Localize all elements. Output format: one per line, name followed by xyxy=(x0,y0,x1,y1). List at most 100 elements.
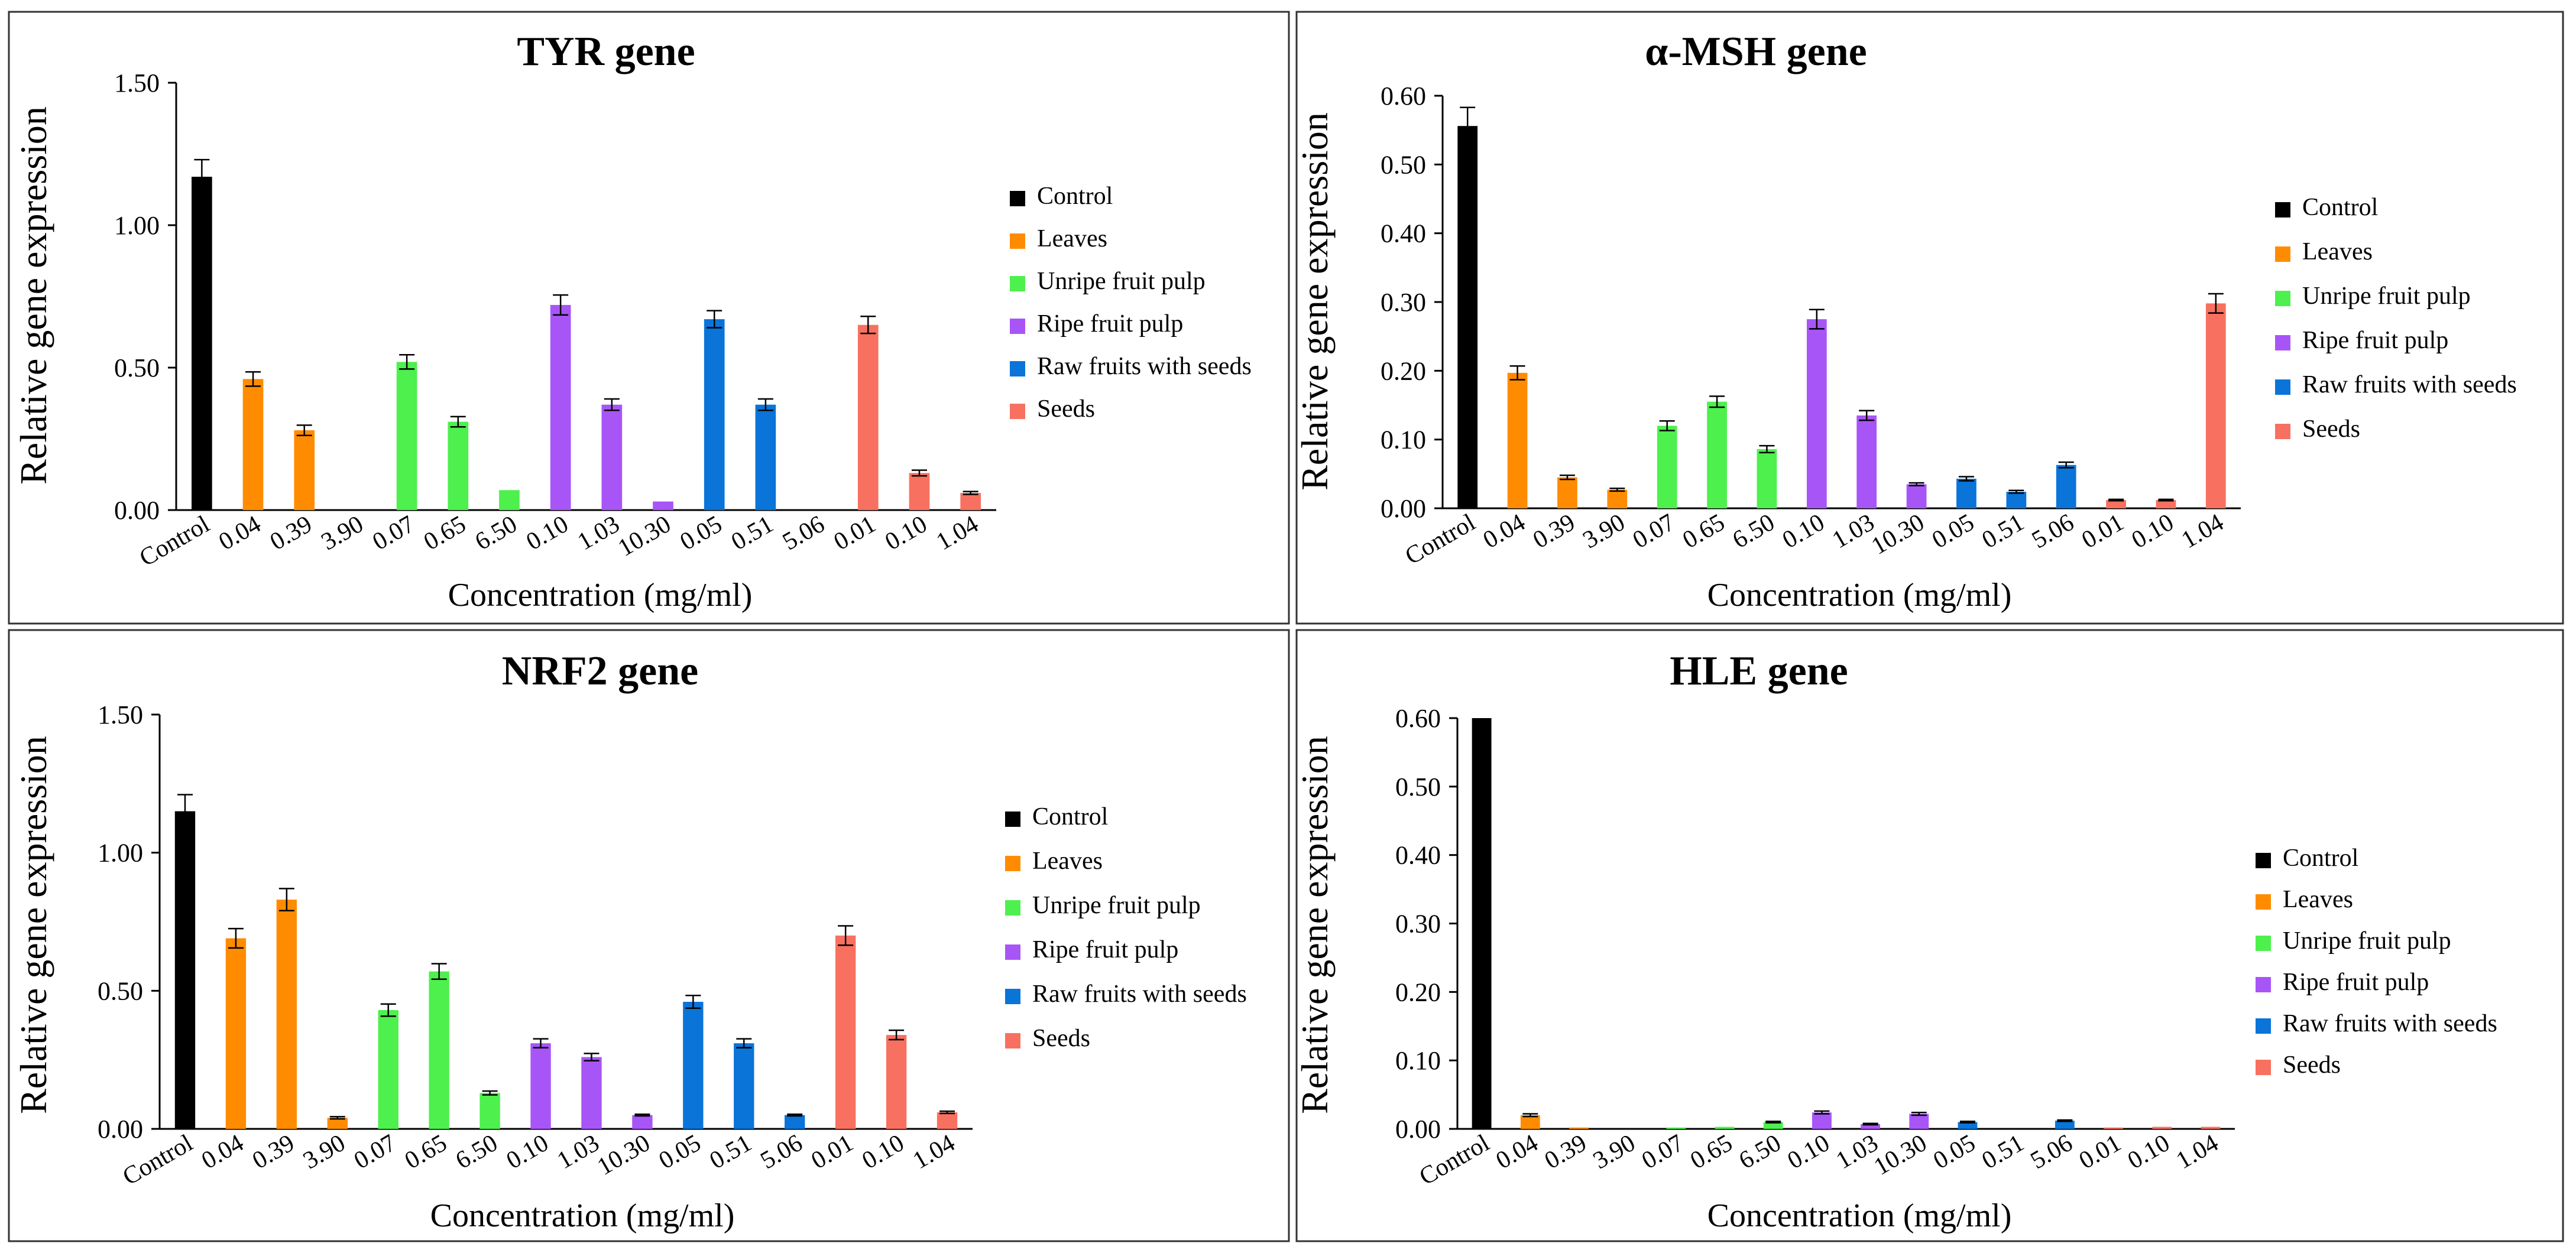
error-bar xyxy=(177,794,193,829)
x-tick-label: 0.10 xyxy=(1778,509,1829,554)
legend-label: Raw fruits with seeds xyxy=(1037,353,1252,380)
chart-panel-4: HLE gene 0.00 0.10 0.20 0.30 0.40 0.50 0.60 Cont… xyxy=(1294,629,2564,1242)
x-tick-label: 0.51 xyxy=(1978,1129,2029,1175)
error-bar xyxy=(2208,293,2224,314)
bar-0.39 xyxy=(276,900,297,1129)
bar-0.65 xyxy=(448,421,469,510)
x-axis-label: Concentration (mg/ml) xyxy=(448,577,753,613)
bar-1.03 xyxy=(581,1057,602,1129)
x-tick-label: 1.03 xyxy=(553,1129,604,1175)
error-bar xyxy=(757,398,773,411)
bar-0.10 xyxy=(2156,500,2176,508)
legend-swatch xyxy=(2256,977,2271,992)
error-bar xyxy=(228,927,244,949)
x-tick-label: 0.07 xyxy=(349,1129,401,1175)
x-tick-label: 3.90 xyxy=(317,511,368,556)
error-bar xyxy=(634,1113,650,1117)
bar-0.07 xyxy=(378,1010,398,1129)
error-bar xyxy=(1759,444,1775,454)
legend-label: Ripe fruit pulp xyxy=(2302,327,2448,354)
error-bar xyxy=(380,1003,396,1017)
x-tick-label: 0.07 xyxy=(1628,509,1680,554)
bar-6.50 xyxy=(499,490,520,510)
bar-0.01 xyxy=(857,324,879,510)
legend-label: Ripe fruit pulp xyxy=(1037,310,1183,337)
legend-label: Ripe fruit pulp xyxy=(2283,969,2429,996)
x-tick-label: 10.30 xyxy=(1867,509,1929,560)
y-tick-label: 0.60 xyxy=(1395,704,1441,733)
x-tick-label: 0.05 xyxy=(1927,509,1979,554)
x-tick-label: 0.10 xyxy=(857,1129,909,1175)
bar-0.07 xyxy=(1657,426,1677,508)
error-bar xyxy=(1709,395,1725,408)
legend-swatch xyxy=(2275,379,2290,395)
error-bar xyxy=(2108,498,2124,502)
y-tick-label: 0.40 xyxy=(1381,219,1426,248)
y-tick-label: 0.10 xyxy=(1395,1046,1441,1075)
bar-0.01 xyxy=(835,935,856,1129)
bar-0.05 xyxy=(683,1002,704,1129)
legend-swatch xyxy=(1005,989,1020,1004)
bar-1.03 xyxy=(601,404,623,510)
y-axis-label: Relative gene expression xyxy=(1294,112,1336,491)
bar-0.04 xyxy=(242,379,264,510)
x-tick-label: 5.06 xyxy=(2027,509,2079,554)
x-tick-label: 6.50 xyxy=(1735,1129,1786,1175)
x-tick-label: 1.03 xyxy=(573,511,624,556)
x-tick-label: 1.03 xyxy=(1828,509,1880,554)
error-bar xyxy=(1460,106,1476,145)
panel-frame xyxy=(1295,629,2564,1242)
x-tick-label: 0.10 xyxy=(522,511,573,556)
panel-frame xyxy=(1295,11,2564,625)
x-tick-label: 0.04 xyxy=(214,511,265,556)
error-bar xyxy=(194,158,210,195)
x-axis-label: Concentration (mg/ml) xyxy=(430,1197,735,1234)
bar-0.10 xyxy=(909,473,930,510)
error-bar xyxy=(2158,498,2174,502)
chart-panel-1: TYR gene 0.00 0.50 1.00 1.50 Control 0.04 0.39 3… xyxy=(8,11,1290,625)
x-tick-label: 0.07 xyxy=(1637,1129,1689,1175)
legend: Control Leaves Unripe fruit pulp Ripe fruit… xyxy=(1010,183,1252,423)
error-bar xyxy=(2057,1119,2073,1122)
bar-0.51 xyxy=(755,404,776,510)
error-bar xyxy=(1911,1111,1927,1116)
error-bar xyxy=(1814,1110,1830,1115)
error-bar xyxy=(787,1113,803,1117)
y-tick-label: 1.50 xyxy=(114,69,160,98)
x-axis-label: Concentration (mg/ml) xyxy=(1707,577,2012,613)
x-tick-label: 0.10 xyxy=(502,1129,553,1175)
y-tick-label: 0.20 xyxy=(1381,356,1426,385)
legend-swatch xyxy=(2275,335,2290,350)
legend-swatch xyxy=(1010,233,1025,249)
bar-0.10 xyxy=(1812,1112,1832,1129)
legend-swatch xyxy=(2256,1060,2271,1075)
error-bar xyxy=(939,1110,955,1115)
x-tick-label: 0.05 xyxy=(1929,1129,1980,1175)
legend-label: Raw fruits with seeds xyxy=(2302,371,2517,398)
bar-5.06 xyxy=(2056,465,2076,508)
bar-1.04 xyxy=(960,493,981,510)
x-tick-label: 0.51 xyxy=(727,511,778,556)
chart-title: HLE gene xyxy=(1670,648,1848,694)
y-tick-label: 0.00 xyxy=(1381,494,1426,523)
y-tick-label: 0.20 xyxy=(1395,978,1441,1007)
x-tick-label: 0.10 xyxy=(880,511,932,556)
bar-1.03 xyxy=(1861,1124,1881,1129)
legend-label: Ripe fruit pulp xyxy=(1032,936,1178,963)
x-tick-label: 6.50 xyxy=(1728,509,1780,554)
legend-label: Raw fruits with seeds xyxy=(1032,981,1247,1008)
y-tick-label: 0.00 xyxy=(98,1115,143,1144)
error-bar xyxy=(1859,410,1875,421)
bar-0.65 xyxy=(429,971,449,1129)
x-tick-label: 10.30 xyxy=(1869,1129,1932,1181)
x-tick-label: 0.39 xyxy=(1540,1129,1592,1175)
x-tick-label: 0.01 xyxy=(807,1129,858,1175)
error-bar xyxy=(1559,474,1575,481)
legend-swatch xyxy=(1010,361,1025,376)
x-tick-label: 0.04 xyxy=(197,1129,248,1175)
legend-label: Unripe fruit pulp xyxy=(2302,283,2471,310)
bar-0.05 xyxy=(704,319,725,510)
bar-0.04 xyxy=(1507,372,1528,508)
bar-0.10 xyxy=(550,304,571,510)
bar-0.65 xyxy=(1707,401,1727,508)
